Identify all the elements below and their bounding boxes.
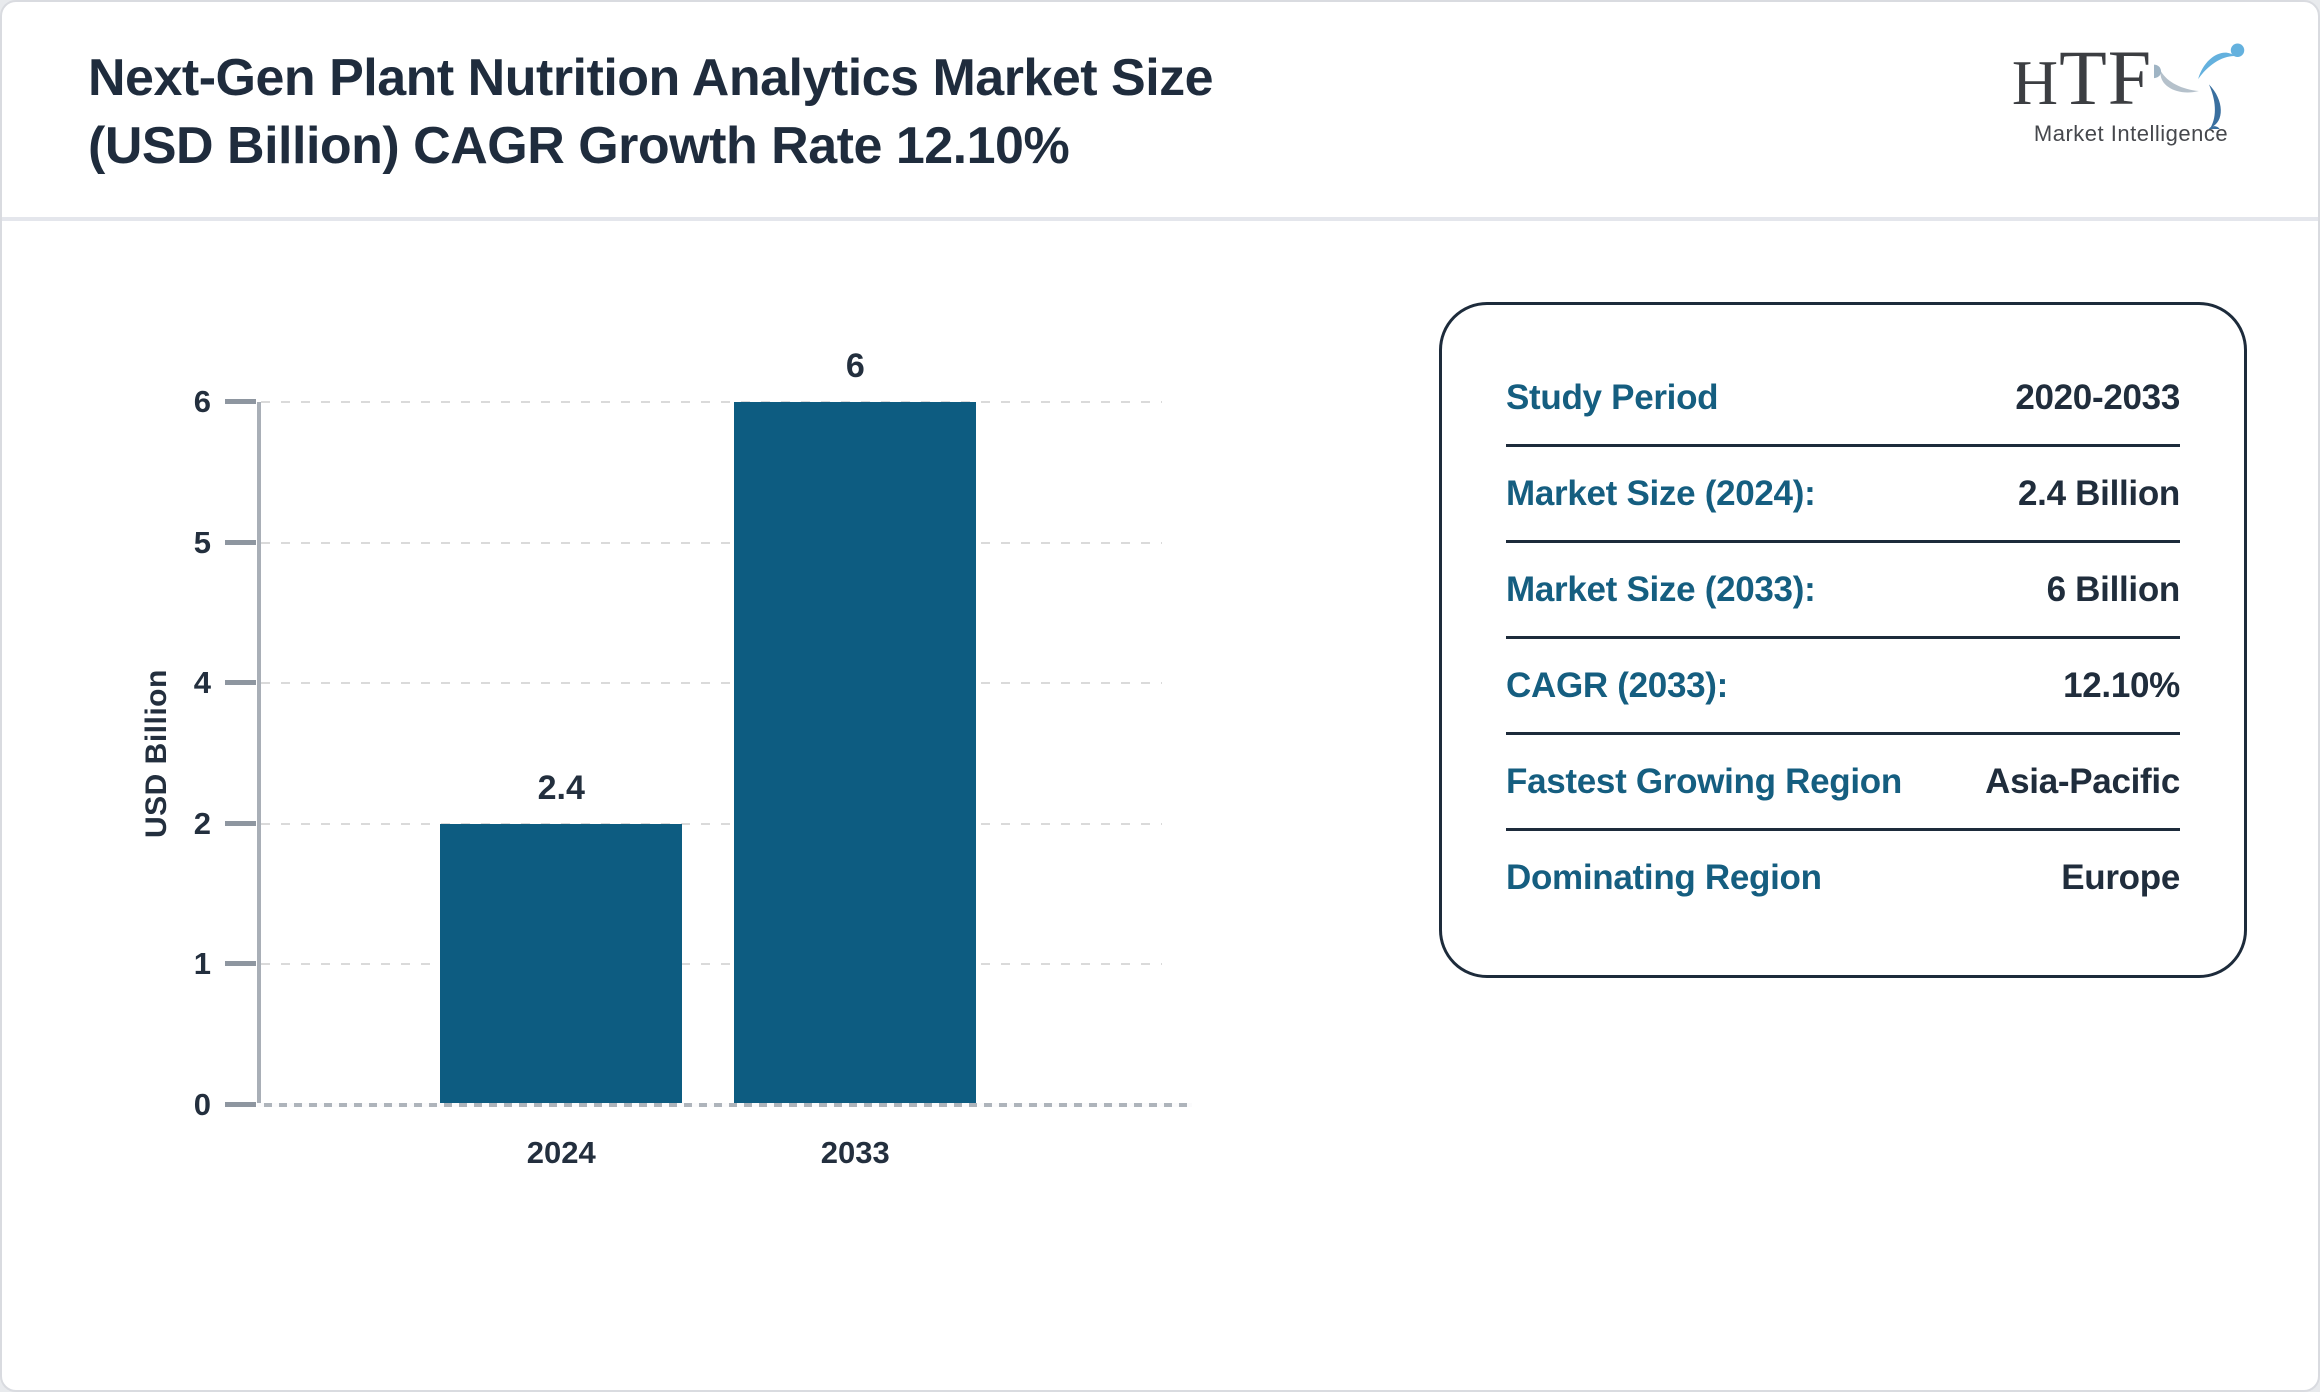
gridline — [261, 822, 1162, 825]
gridline — [261, 541, 1162, 544]
bar-chart-plot-area: 0 1 2 4 5 6 2.4 2024 6 2033 — [194, 347, 1192, 1170]
summary-row-fastest-growing-region: Fastest Growing Region Asia-Pacific — [1506, 735, 2180, 831]
summary-value: 2020-2033 — [2015, 377, 2180, 417]
gridline — [261, 682, 1162, 685]
htf-logo-subtext: Market Intelligence — [2033, 121, 2229, 146]
x-axis-baseline — [257, 1103, 1192, 1107]
x-axis-label-2033: 2033 — [820, 1135, 890, 1170]
y-axis-tick-label: 1 — [193, 946, 211, 982]
summary-value: Europe — [2061, 857, 2180, 897]
htf-logo-row: HTF — [2012, 32, 2246, 129]
summary-row-dominating-region: Dominating Region Europe — [1506, 831, 2180, 924]
summary-label: Study Period — [1506, 377, 1719, 417]
y-axis-tick-label: 6 — [193, 384, 211, 419]
bar-2024-rect — [440, 823, 683, 1105]
summary-value: Asia-Pacific — [1985, 761, 2180, 801]
bar-2033: 6 2033 — [734, 347, 977, 1170]
x-axis-label-2024: 2024 — [526, 1135, 596, 1170]
header: Next-Gen Plant Nutrition Analytics Marke… — [2, 2, 2318, 221]
gridline — [261, 401, 1162, 403]
summary-label: Market Size (2033): — [1506, 569, 1816, 609]
y-axis-tick-label: 2 — [193, 805, 211, 841]
y-axis-tick — [225, 820, 256, 826]
gridline — [261, 963, 1162, 966]
bar-2024: 2.4 2024 — [440, 402, 683, 1170]
page-title-line1: Next-Gen Plant Nutrition Analytics Marke… — [88, 49, 1214, 107]
summary-label: CAGR (2033): — [1506, 665, 1729, 705]
y-axis-tick — [225, 961, 256, 967]
summary-value: 12.10% — [2063, 665, 2180, 705]
y-axis-tick — [225, 680, 256, 686]
htf-logo-mark-icon — [2154, 43, 2245, 129]
y-axis-tick — [225, 1102, 256, 1107]
summary-row-market-size-2024: Market Size (2024): 2.4 Billion — [1506, 447, 2180, 543]
summary-row-market-size-2033: Market Size (2033): 6 Billion — [1506, 543, 2180, 639]
y-axis-tick — [225, 539, 256, 545]
summary-row-cagr: CAGR (2033): 12.10% — [1506, 639, 2180, 735]
summary-card: Study Period 2020-2033 Market Size (2024… — [1439, 302, 2247, 978]
summary-value: 2.4 Billion — [2017, 473, 2180, 513]
summary-row-study-period: Study Period 2020-2033 — [1506, 351, 2180, 447]
summary-label: Market Size (2024): — [1506, 473, 1816, 513]
summary-label: Dominating Region — [1506, 857, 1822, 897]
y-axis-tick-label: 5 — [193, 524, 211, 560]
y-axis-title: USD Billion — [140, 669, 173, 838]
summary-label: Fastest Growing Region — [1506, 761, 1902, 801]
page-title-line2: (USD Billion) CAGR Growth Rate 12.10% — [88, 117, 1070, 175]
bar-2024-value-label: 2.4 — [537, 768, 585, 807]
bar-2033-value-label: 6 — [845, 347, 865, 385]
htf-logo-text: HTF — [2011, 34, 2153, 121]
htf-logo: HTF — [2012, 32, 2246, 147]
bar-2033-rect — [734, 402, 977, 1105]
y-axis-tick — [225, 399, 256, 404]
page-title: Next-Gen Plant Nutrition Analytics Marke… — [88, 44, 1214, 180]
y-axis-tick-label: 0 — [193, 1087, 211, 1122]
y-axis-tick-label: 4 — [193, 665, 211, 701]
summary-value: 6 Billion — [2046, 569, 2181, 609]
